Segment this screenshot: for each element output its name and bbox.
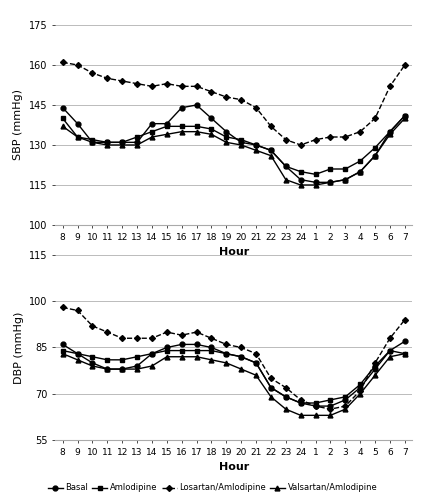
Legend: Basal, Amlodipine, Losartan/Amlodipine, Valsartan/Amlodipine: Basal, Amlodipine, Losartan/Amlodipine, … bbox=[45, 480, 380, 496]
X-axis label: Hour: Hour bbox=[218, 462, 249, 472]
X-axis label: Hour: Hour bbox=[218, 247, 249, 257]
Y-axis label: SBP (mmHg): SBP (mmHg) bbox=[14, 90, 23, 160]
Y-axis label: DBP (mmHg): DBP (mmHg) bbox=[14, 312, 23, 384]
